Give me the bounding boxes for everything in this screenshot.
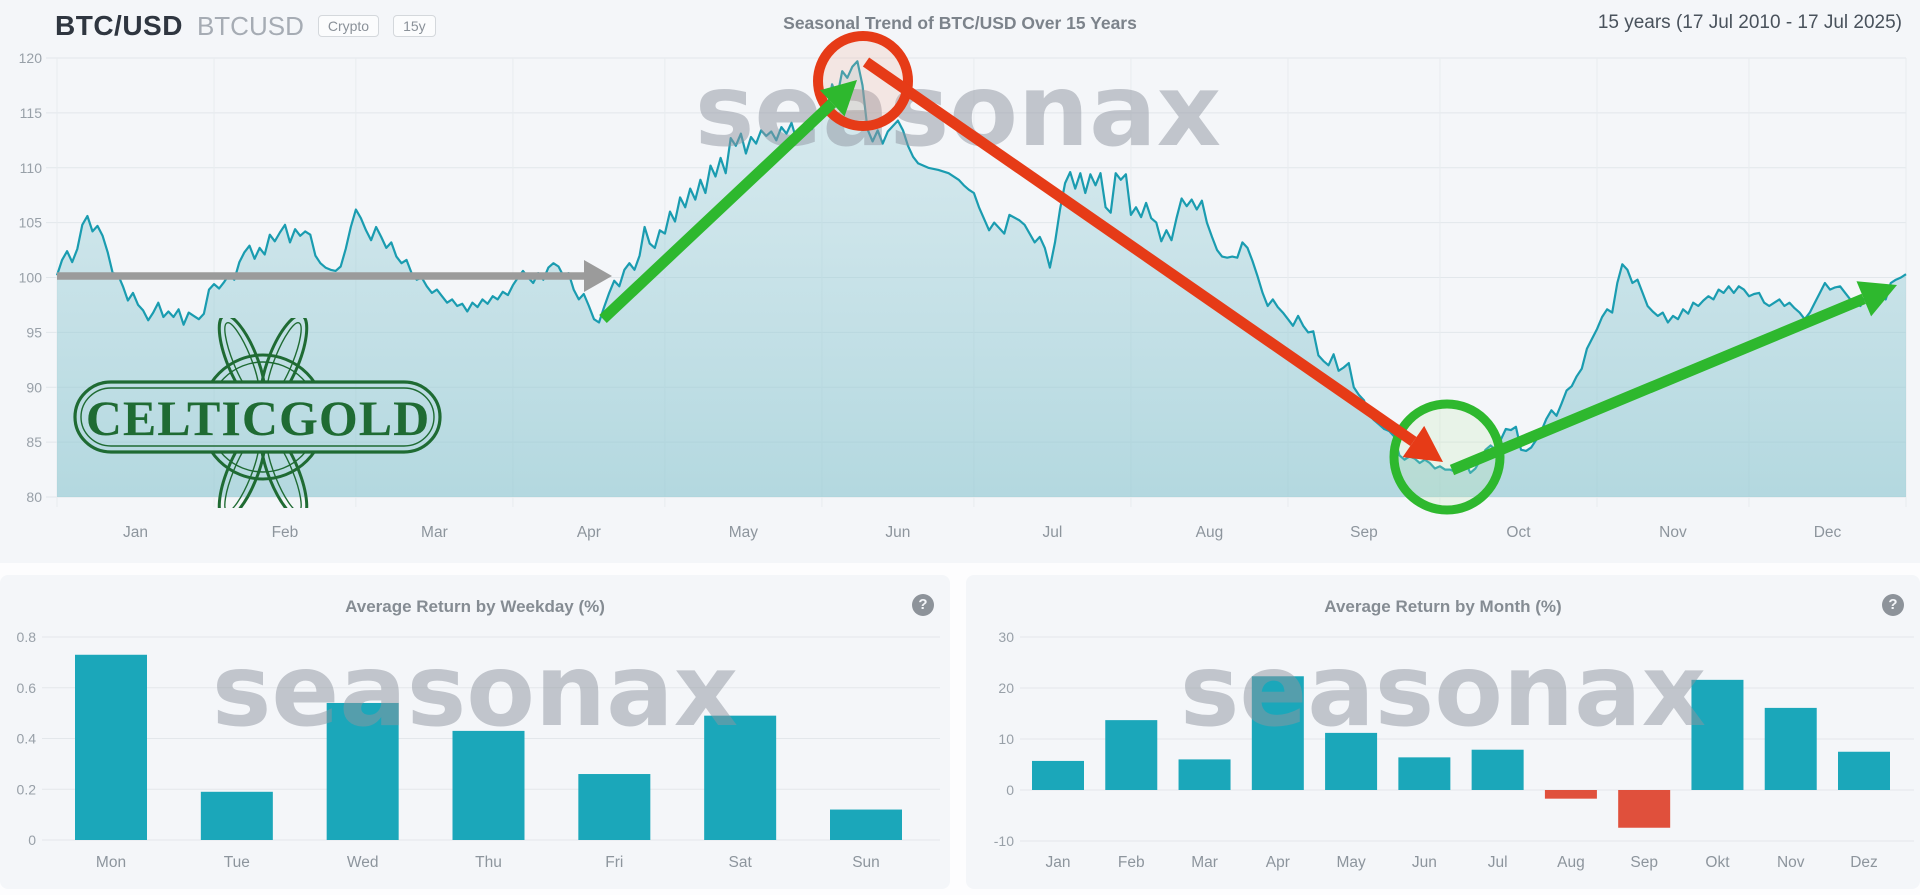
svg-text:Thu: Thu <box>475 854 502 871</box>
svg-text:Tue: Tue <box>224 854 250 871</box>
svg-text:-10: -10 <box>994 833 1014 849</box>
bar-Aug[interactable] <box>1544 790 1597 799</box>
svg-text:Wed: Wed <box>347 854 379 871</box>
svg-text:Sat: Sat <box>729 854 753 871</box>
bar-Mar[interactable] <box>1178 759 1231 790</box>
svg-text:0.6: 0.6 <box>17 680 37 696</box>
svg-text:Fri: Fri <box>605 854 623 871</box>
bar-Sat[interactable] <box>704 715 777 840</box>
svg-text:10: 10 <box>998 731 1014 747</box>
svg-text:Jul: Jul <box>1043 524 1063 541</box>
svg-text:Nov: Nov <box>1777 854 1805 871</box>
seasonal-line-chart[interactable]: 120 115 110 105 100 95 90 85 80 Jan Feb Mar Apr May Ju… <box>0 0 1920 563</box>
svg-text:Feb: Feb <box>272 524 299 541</box>
svg-text:Jul: Jul <box>1488 854 1508 871</box>
svg-text:85: 85 <box>26 434 42 450</box>
bar-Mon[interactable] <box>75 654 147 840</box>
svg-text:Oct: Oct <box>1506 524 1531 541</box>
svg-text:100: 100 <box>19 270 43 286</box>
bar-Tue[interactable] <box>200 791 273 840</box>
svg-text:Dec: Dec <box>1814 524 1842 541</box>
bar-Feb[interactable] <box>1105 720 1158 790</box>
seasonal-chart-panel: BTC/USD BTCUSD Crypto 15y Seasonal Trend… <box>0 0 1920 563</box>
bar-Sun[interactable] <box>830 809 902 840</box>
month-bar-chart[interactable]: 30 20 10 0 -10 Jan Feb Mar Apr May Jun Jul Aug Sep Okt… <box>966 575 1920 889</box>
svg-text:Nov: Nov <box>1659 524 1687 541</box>
bar-Okt[interactable] <box>1691 679 1744 790</box>
bar-Sep[interactable] <box>1618 790 1671 828</box>
svg-text:Sep: Sep <box>1630 854 1658 871</box>
help-icon[interactable]: ? <box>912 594 934 616</box>
month-returns-panel: Average Return by Month (%) 30 20 10 0 -10 Ja… <box>966 575 1920 889</box>
bar-Nov[interactable] <box>1764 707 1817 790</box>
chart-title: Seasonal Trend of BTC/USD Over 15 Years <box>783 13 1137 33</box>
svg-text:Mon: Mon <box>96 854 126 871</box>
bar-Jul[interactable] <box>1471 749 1524 790</box>
help-icon[interactable]: ? <box>1882 594 1904 616</box>
asset-class-badge: Crypto <box>317 15 380 37</box>
instrument-ticker: BTCUSD <box>196 10 304 41</box>
svg-text:30: 30 <box>998 629 1014 645</box>
svg-text:Sun: Sun <box>852 854 880 871</box>
svg-text:0.4: 0.4 <box>17 731 37 747</box>
bar-Dez[interactable] <box>1838 751 1890 790</box>
bar-Wed[interactable] <box>326 702 399 840</box>
svg-text:0.8: 0.8 <box>17 629 37 645</box>
svg-text:105: 105 <box>19 215 43 231</box>
month-chart-title: Average Return by Month (%) <box>1324 597 1562 616</box>
svg-text:0.2: 0.2 <box>17 781 37 797</box>
svg-text:Feb: Feb <box>1118 854 1145 871</box>
svg-text:Jun: Jun <box>1412 854 1437 871</box>
seasonal-area <box>57 61 1906 498</box>
svg-text:90: 90 <box>26 379 42 395</box>
svg-text:Sep: Sep <box>1350 524 1378 541</box>
svg-text:0: 0 <box>28 832 36 848</box>
svg-text:80: 80 <box>26 489 42 505</box>
svg-text:Jun: Jun <box>885 524 910 541</box>
svg-text:0: 0 <box>1006 782 1014 798</box>
svg-text:Apr: Apr <box>577 524 601 541</box>
weekday-chart-title: Average Return by Weekday (%) <box>345 597 605 616</box>
svg-text:120: 120 <box>19 50 43 66</box>
date-range-label: 15 years (17 Jul 2010 - 17 Jul 2025) <box>1597 12 1902 33</box>
svg-text:May: May <box>1336 854 1366 871</box>
bar-Thu[interactable] <box>452 730 525 840</box>
bar-Jun[interactable] <box>1398 757 1451 790</box>
svg-text:110: 110 <box>20 160 43 176</box>
chart-header: BTC/USD BTCUSD Crypto 15y Seasonal Trend… <box>0 0 1920 50</box>
svg-text:May: May <box>729 524 759 541</box>
svg-text:20: 20 <box>998 680 1014 696</box>
lookback-badge: 15y <box>393 15 436 37</box>
bar-Jan[interactable] <box>1032 760 1084 790</box>
svg-text:Aug: Aug <box>1196 524 1224 541</box>
svg-text:Dez: Dez <box>1850 854 1878 871</box>
svg-text:Apr: Apr <box>1266 854 1290 871</box>
bar-Fri[interactable] <box>578 774 651 840</box>
weekday-bar-chart[interactable]: 0.8 0.6 0.4 0.2 0 Mon Tue Wed Thu Fri Sat Sun <box>0 575 950 889</box>
svg-text:Mar: Mar <box>421 524 448 541</box>
weekday-returns-panel: Average Return by Weekday (%) 0.8 0.6 0.4 0… <box>0 575 950 889</box>
svg-text:Okt: Okt <box>1705 854 1730 871</box>
svg-text:95: 95 <box>26 324 42 340</box>
svg-text:115: 115 <box>20 105 43 121</box>
svg-text:Aug: Aug <box>1557 854 1585 871</box>
bar-May[interactable] <box>1325 732 1378 790</box>
instrument-symbol: BTC/USD <box>55 10 183 41</box>
svg-text:Jan: Jan <box>1046 854 1071 871</box>
svg-text:Mar: Mar <box>1191 854 1218 871</box>
bar-Apr[interactable] <box>1251 676 1304 790</box>
svg-text:Jan: Jan <box>123 524 148 541</box>
